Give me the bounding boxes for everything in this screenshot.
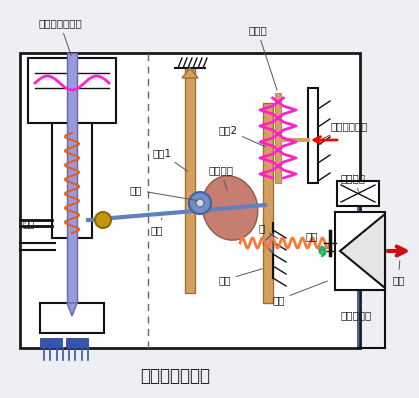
Text: 平板: 平板 xyxy=(22,218,34,228)
Circle shape xyxy=(196,199,204,207)
Bar xyxy=(337,181,379,206)
Text: 压力信号输入: 压力信号输入 xyxy=(323,121,367,139)
Polygon shape xyxy=(263,233,273,253)
Bar xyxy=(67,53,77,303)
Bar xyxy=(52,123,92,238)
Text: 波纹管: 波纹管 xyxy=(248,25,277,90)
Text: 偏心凸轮: 偏心凸轮 xyxy=(208,165,233,190)
Bar xyxy=(66,338,88,348)
Text: 气动薄膜调节阀: 气动薄膜调节阀 xyxy=(38,18,82,55)
Bar xyxy=(185,68,195,293)
Text: 杠杆2: 杠杆2 xyxy=(218,125,266,147)
Text: 弹簧: 弹簧 xyxy=(218,269,262,285)
Text: 滚轮: 滚轮 xyxy=(129,185,197,201)
Bar xyxy=(28,58,116,123)
Bar xyxy=(275,93,281,183)
Text: 挡板: 挡板 xyxy=(272,281,327,305)
Bar xyxy=(335,212,385,290)
Text: 气源: 气源 xyxy=(392,261,404,285)
Text: 气动放大器: 气动放大器 xyxy=(340,303,371,320)
Polygon shape xyxy=(67,303,77,316)
Bar xyxy=(40,303,104,333)
Text: 杠杆1: 杠杆1 xyxy=(152,148,188,172)
Text: 塞杆: 塞杆 xyxy=(150,218,163,235)
Circle shape xyxy=(95,212,111,228)
Text: 气动阀门定位器: 气动阀门定位器 xyxy=(140,367,210,385)
Polygon shape xyxy=(182,68,198,78)
Bar xyxy=(40,338,62,348)
Bar xyxy=(308,88,318,183)
Ellipse shape xyxy=(202,176,258,240)
Circle shape xyxy=(189,192,211,214)
Text: 恒节流孔: 恒节流孔 xyxy=(340,173,365,191)
Bar xyxy=(263,103,273,303)
Text: 喷嘴: 喷嘴 xyxy=(305,231,322,246)
Text: 轴: 轴 xyxy=(258,223,278,238)
Bar xyxy=(20,53,360,348)
Polygon shape xyxy=(340,214,385,288)
